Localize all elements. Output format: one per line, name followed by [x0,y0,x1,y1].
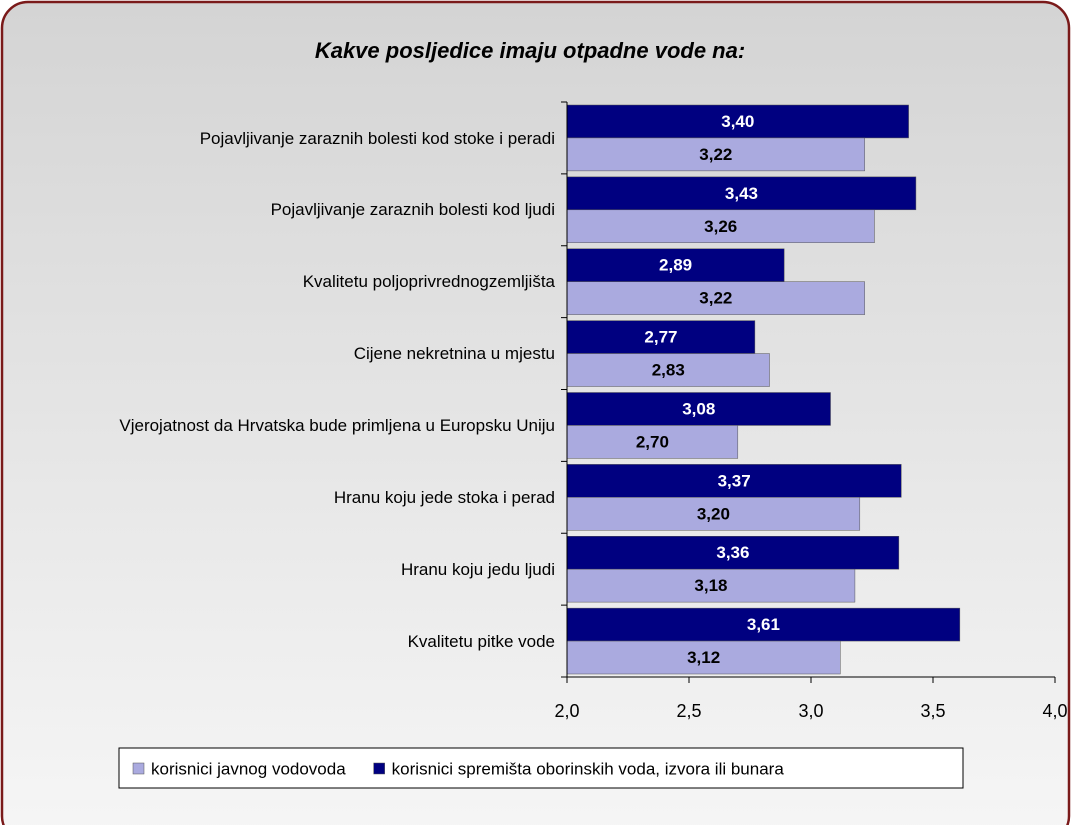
bar [566,281,865,315]
data-label: 3,36 [716,543,749,562]
data-label: 3,20 [697,504,730,523]
data-label: 3,61 [747,615,780,634]
y-tick-label: Pojavljivanje zaraznih bolesti kod ljudi [270,200,555,220]
data-label: 3,37 [718,471,751,490]
category-label-box: Hranu koju jedu ljudi [40,533,555,605]
data-label: 2,83 [652,361,685,380]
data-label: 2,70 [636,432,669,451]
x-tick-label: 3,5 [920,701,945,721]
y-tick-label: Hranu koju jedu ljudi [400,559,555,579]
y-tick-label: Vjerojatnost da Hrvatska bude primljena … [119,416,555,435]
x-tick-label: 3,0 [798,701,823,721]
data-label: 3,22 [699,145,732,164]
bar [566,607,961,642]
legend-label: korisnici javnog vodovoda [151,759,346,778]
data-label: 3,43 [725,184,758,203]
data-label: 3,40 [721,112,754,131]
category-label-box: Cijene nekretnina u mjestu [40,318,555,390]
x-tick-label: 2,5 [676,701,701,721]
legend-swatch [132,762,145,775]
bar [566,568,856,603]
x-tick-label: 2,0 [554,701,579,721]
chart-title: Kakve posljedice imaju otpadne vode na: [315,38,745,63]
data-label: 3,08 [682,399,715,418]
data-label: 3,18 [694,576,727,595]
y-tick-label: Cijene nekretnina u mjestu [353,344,555,364]
category-label-box: Kvalitetu poljoprivrednogzemljišta [40,246,555,318]
category-label-box: Pojavljivanje zaraznih bolesti kod ljudi [40,174,555,246]
data-label: 2,77 [644,328,677,347]
category-label-box: Kvalitetu pitke vode [40,605,555,677]
bar [566,425,739,459]
y-tick-label: Kvalitetu pitke vode [407,631,555,651]
legend-swatch [373,762,385,775]
category-label-box: Vjerojatnost da Hrvatska bude primljena … [40,390,555,462]
y-tick-label: Pojavljivanje zaraznih bolesti kod stoke… [199,128,555,148]
bar [566,104,909,139]
x-tick-label: 4,0 [1042,701,1067,721]
bar [566,209,875,243]
data-label: 3,12 [687,648,720,667]
category-label-box: Hranu koju jede stoka i perad [40,461,555,533]
y-tick-label: Kvalitetu poljoprivrednogzemljišta [302,272,555,292]
bar [566,137,865,172]
data-label: 2,89 [659,256,692,275]
bar [566,248,785,282]
data-label: 3,22 [699,289,732,308]
y-tick-label: Hranu koju jede stoka i perad [333,487,555,507]
bar [566,464,902,498]
bar [566,497,861,531]
data-label: 3,26 [704,217,737,236]
category-label-box: Pojavljivanje zaraznih bolesti kod stoke… [40,102,555,174]
legend-label: korisnici spremišta oborinskih voda, izv… [392,759,785,778]
bar [566,353,770,387]
bar [566,392,831,426]
bar [566,536,900,570]
bar [566,320,756,354]
bar [566,640,841,675]
bar [566,176,917,211]
legend-box [118,747,964,789]
